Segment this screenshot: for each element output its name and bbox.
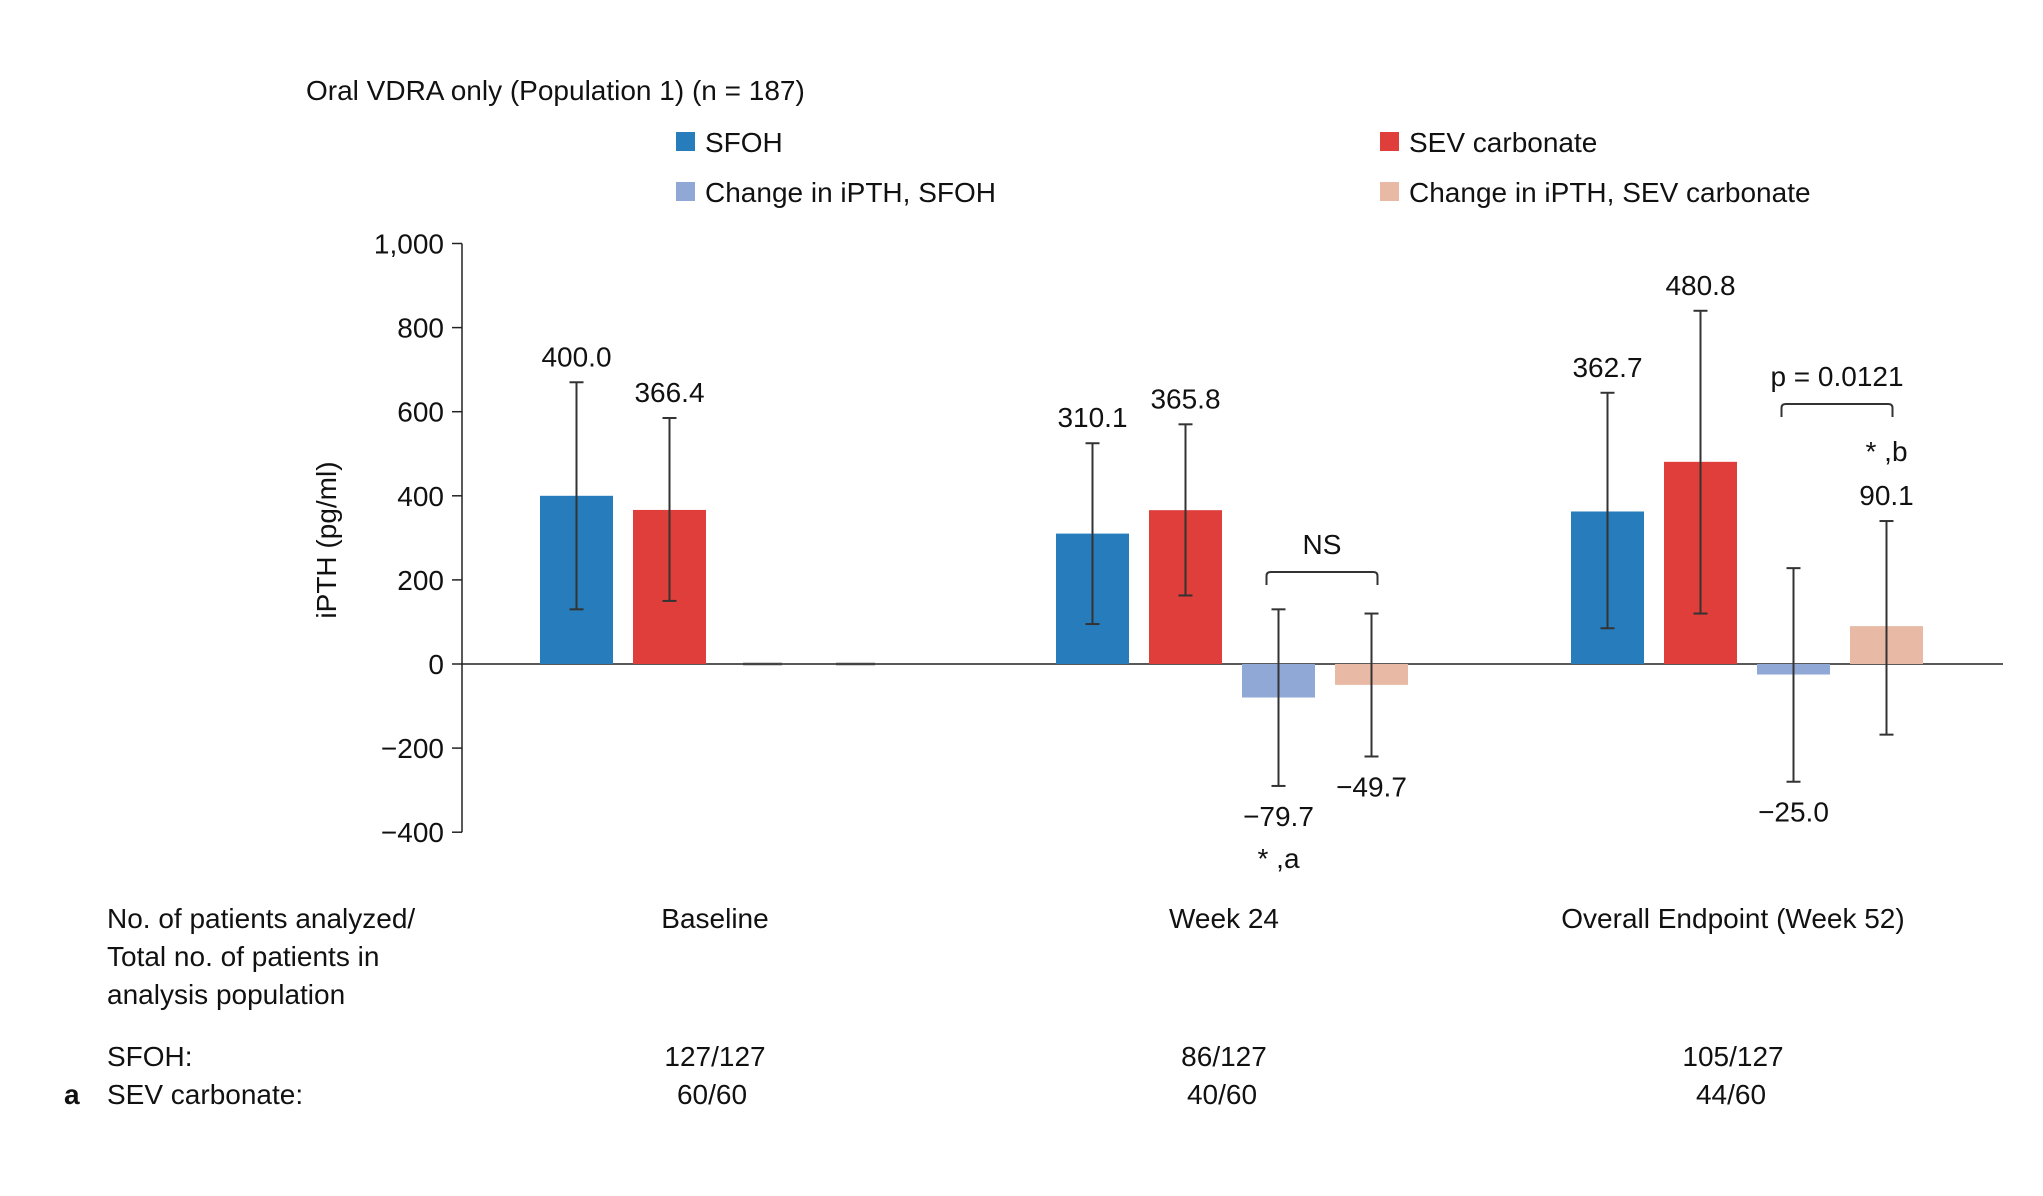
table-header-line: Total no. of patients in	[107, 941, 380, 972]
y-tick-label: 1,000	[374, 229, 444, 260]
value-label: 366.4	[634, 377, 704, 408]
y-tick-label: 600	[397, 397, 444, 428]
value-label: −25.0	[1758, 797, 1829, 828]
value-label: −79.7	[1243, 801, 1314, 832]
table-cell: 127/127	[664, 1041, 766, 1072]
legend-label: SEV carbonate	[1409, 127, 1597, 158]
table-header: No. of patients analyzed/ Total no. of p…	[107, 900, 415, 1014]
legend-label: Change in iPTH, SFOH	[705, 177, 996, 208]
table-header-line: analysis population	[107, 979, 346, 1010]
y-axis-label: iPTH (pg/ml)	[311, 461, 342, 618]
chart-title: Oral VDRA only (Population 1) (n = 187)	[306, 75, 805, 106]
footnote-marker: * ,a	[1257, 843, 1299, 874]
legend-swatch	[1380, 132, 1399, 151]
significance-label: p = 0.0121	[1770, 361, 1903, 392]
legend-swatch	[676, 182, 695, 201]
table-cell: 44/60	[1695, 1079, 1767, 1110]
significance-bracket	[1780, 403, 1894, 417]
table-column-overall: Overall Endpoint (Week 52)	[1561, 903, 1905, 934]
y-tick-label: 0	[428, 649, 444, 680]
table-cell: 86/127	[1181, 1041, 1267, 1072]
value-label: 310.1	[1057, 402, 1127, 433]
annotations: NS * ,a p = 0.0121 * ,b	[1257, 361, 1907, 874]
y-tick-label: −200	[381, 733, 444, 764]
table-cell: 60/60	[676, 1079, 748, 1110]
significance-bracket	[1265, 571, 1379, 585]
value-label: 480.8	[1665, 270, 1735, 301]
table-header-line: No. of patients analyzed/	[107, 903, 416, 934]
table-column-baseline: Baseline	[661, 903, 769, 934]
table-row-label-sfoh: SFOH:	[107, 1041, 193, 1072]
y-tick-label: 800	[397, 313, 444, 344]
legend-label: Change in iPTH, SEV carbonate	[1409, 177, 1811, 208]
value-label: 362.7	[1572, 352, 1642, 383]
y-tick-label: 200	[397, 565, 444, 596]
value-label: 400.0	[541, 341, 611, 372]
table-cell: 40/60	[1186, 1079, 1258, 1110]
value-label: 365.8	[1150, 383, 1220, 414]
value-label: −49.7	[1336, 772, 1407, 803]
legend-swatch	[676, 132, 695, 151]
value-label: 90.1	[1859, 480, 1914, 511]
y-tick-label: −400	[381, 817, 444, 848]
y-tick-label: 400	[397, 481, 444, 512]
panel-label: a	[64, 1079, 80, 1110]
bars: 400.0 366.4 310.1 365.8 −79.7 −49.7 362.7 480.8…	[540, 270, 1923, 832]
footnote-marker: * ,b	[1865, 436, 1907, 467]
legend-label: SFOH	[705, 127, 783, 158]
table-row-label-sev: SEV carbonate:	[107, 1079, 304, 1110]
table-column-week24: Week 24	[1169, 903, 1279, 934]
legend-swatch	[1380, 182, 1399, 201]
significance-label: NS	[1303, 529, 1342, 560]
legend: SFOH SEV carbonate Change in iPTH, SFOH Cha…	[676, 127, 1811, 208]
table-cell: 105/127	[1682, 1041, 1784, 1072]
axes: 1,000 800 600 400 200 0 −200 −400	[374, 229, 2003, 848]
